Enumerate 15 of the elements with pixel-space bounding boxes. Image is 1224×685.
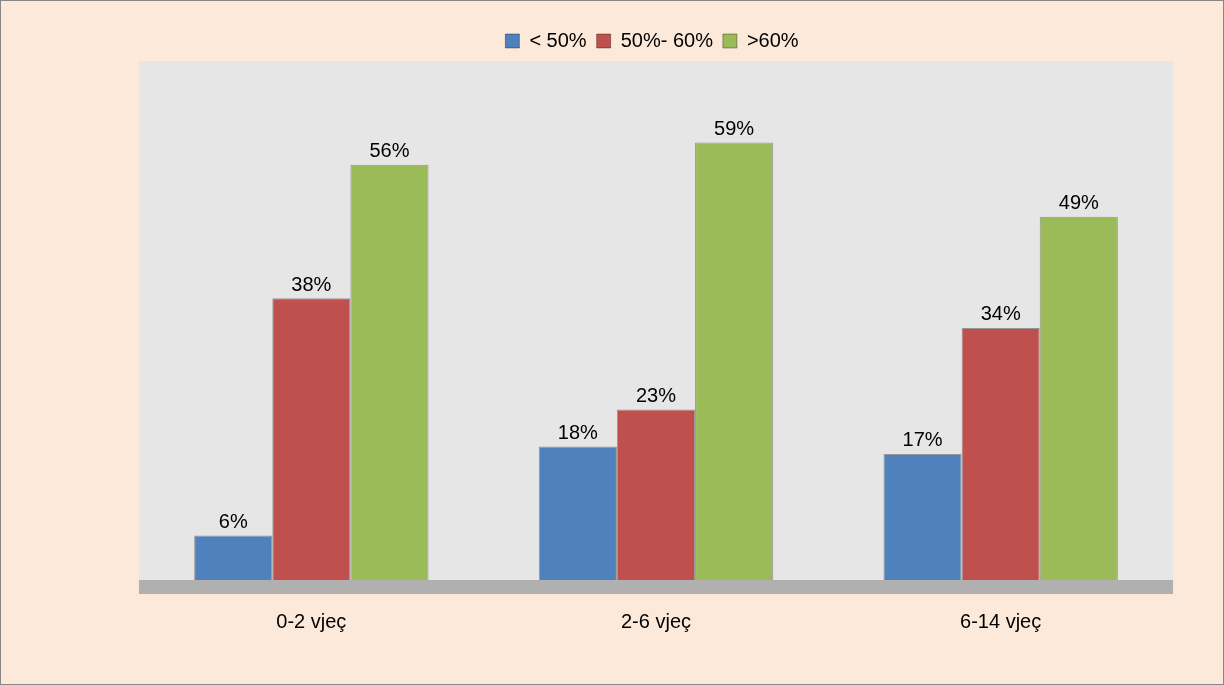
- data-label: 34%: [980, 302, 1021, 325]
- legend-label: < 50%: [529, 28, 587, 51]
- data-label: 6%: [218, 510, 248, 533]
- data-label: 38%: [291, 272, 332, 295]
- data-label: 59%: [714, 117, 755, 140]
- data-label: 23%: [635, 383, 677, 406]
- data-label: 49%: [1058, 191, 1100, 214]
- x-tick-label: 0-2 vjeç: [276, 609, 347, 632]
- data-label: 18%: [557, 421, 599, 444]
- legend-label: 50%- 60%: [620, 28, 714, 51]
- legend-label: >60%: [746, 28, 799, 51]
- data-label: 17%: [902, 428, 943, 451]
- x-tick-label: 6-14 vjeç: [960, 609, 1042, 632]
- data-label: 56%: [369, 139, 410, 162]
- x-tick-label: 2-6 vjeç: [620, 609, 692, 632]
